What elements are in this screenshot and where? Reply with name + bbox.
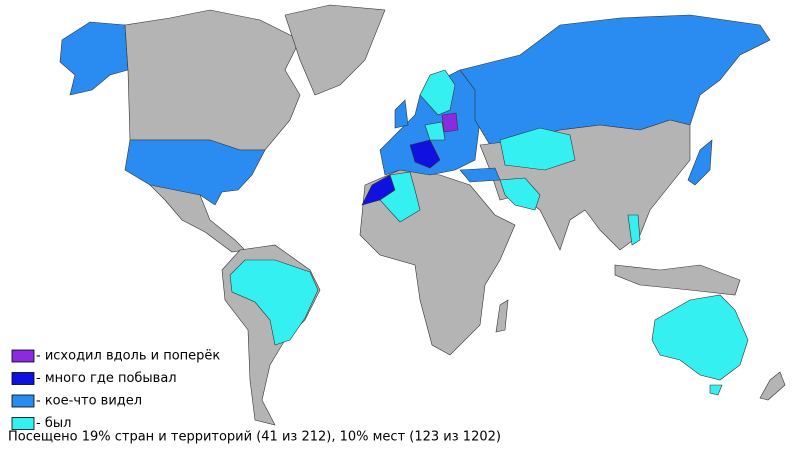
region-visited-most bbox=[441, 112, 459, 133]
region-visited bbox=[424, 121, 446, 141]
vietnam bbox=[627, 214, 641, 246]
uk bbox=[394, 99, 409, 129]
australia bbox=[651, 294, 749, 381]
algeria bbox=[379, 171, 421, 223]
legend-swatch bbox=[11, 372, 35, 385]
legend-label: - исходил вдоль и поперёк bbox=[36, 349, 220, 364]
countries bbox=[59, 4, 786, 426]
new-zealand bbox=[759, 371, 786, 401]
legend-label: - много где побывал bbox=[36, 371, 177, 386]
madagascar bbox=[495, 299, 509, 333]
japan bbox=[687, 139, 713, 186]
legend-label: - кое-что видел bbox=[36, 394, 142, 409]
alaska bbox=[59, 21, 129, 96]
indonesia bbox=[614, 264, 741, 296]
scandinavia bbox=[419, 69, 456, 116]
region-visited-many bbox=[409, 139, 441, 169]
tasmania bbox=[709, 384, 723, 396]
iran bbox=[499, 177, 541, 211]
greenland bbox=[284, 4, 386, 96]
legend-swatch bbox=[11, 349, 35, 363]
legend-swatch bbox=[11, 417, 35, 430]
legend-label: - был bbox=[36, 416, 71, 431]
kazakhstan bbox=[499, 127, 576, 171]
turkey bbox=[459, 167, 501, 183]
summary: Посещено 19% стран и территорий (41 из 2… bbox=[8, 430, 501, 445]
brazil bbox=[229, 259, 319, 346]
mexico bbox=[149, 184, 246, 253]
legend-swatch bbox=[11, 394, 35, 408]
